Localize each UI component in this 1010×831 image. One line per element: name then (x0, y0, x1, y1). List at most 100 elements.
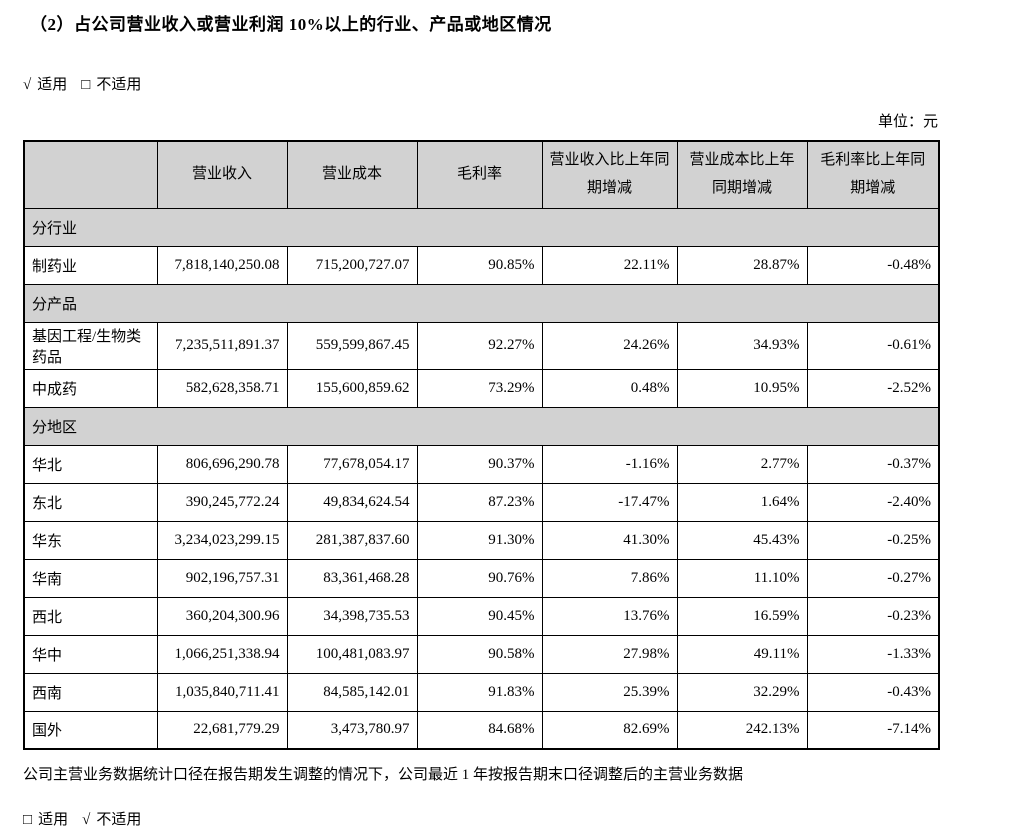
data-cell: -7.14% (806, 710, 940, 750)
data-cell: 87.23% (416, 482, 543, 522)
applicable-label: 适用 (38, 812, 69, 828)
data-cell: 91.30% (416, 520, 543, 560)
table-row: 华中 1,066,251,338.94 100,481,083.97 90.58% 27… (23, 634, 940, 674)
checkmark-icon: √ (23, 77, 32, 93)
data-cell: -2.52% (806, 368, 940, 408)
data-cell: 10.95% (676, 368, 808, 408)
data-cell: 91.83% (416, 672, 543, 712)
data-cell: 806,696,290.78 (156, 444, 288, 484)
section-label: 分行业 (23, 207, 940, 247)
data-cell: 90.85% (416, 245, 543, 285)
data-cell: 7.86% (541, 558, 678, 598)
table-row: 中成药 582,628,358.71 155,600,859.62 73.29% 0.4… (23, 368, 940, 408)
data-cell: 83,361,468.28 (286, 558, 418, 598)
table-row: 华南 902,196,757.31 83,361,468.28 90.76% 7.86%… (23, 558, 940, 598)
segment-table: 营业收入 营业成本 毛利率 营业收入比上年同期增减 营业成本比上年同期增减 毛利率比上年同… (23, 140, 940, 750)
data-cell: 100,481,083.97 (286, 634, 418, 674)
data-cell: 25.39% (541, 672, 678, 712)
data-cell: 16.59% (676, 596, 808, 636)
applicability-bottom: □ 适用 √ 不适用 (23, 808, 990, 829)
row-label: 制药业 (23, 245, 158, 285)
data-cell: 559,599,867.45 (286, 321, 418, 370)
data-cell: 49.11% (676, 634, 808, 674)
header-row: 营业收入 营业成本 毛利率 营业收入比上年同期增减 营业成本比上年同期增减 毛利率比上年同… (23, 140, 940, 209)
data-cell: 92.27% (416, 321, 543, 370)
data-cell: 7,235,511,891.37 (156, 321, 288, 370)
row-label: 东北 (23, 482, 158, 522)
table-row: 国外 22,681,779.29 3,473,780.97 84.68% 82.69% 2… (23, 710, 940, 750)
data-cell: -0.43% (806, 672, 940, 712)
not-applicable-label: 不适用 (96, 812, 142, 828)
checkbox-icon: □ (81, 77, 91, 93)
row-label: 华东 (23, 520, 158, 560)
data-cell: -17.47% (541, 482, 678, 522)
data-cell: 73.29% (416, 368, 543, 408)
data-cell: 28.87% (676, 245, 808, 285)
section-label: 分产品 (23, 283, 940, 323)
table-row: 东北 390,245,772.24 49,834,624.54 87.23% -17.4… (23, 482, 940, 522)
data-cell: -0.37% (806, 444, 940, 484)
data-cell: 1,066,251,338.94 (156, 634, 288, 674)
column-header: 营业成本比上年同期增减 (676, 140, 808, 209)
row-label: 中成药 (23, 368, 158, 408)
data-cell: 13.76% (541, 596, 678, 636)
column-header: 营业成本 (286, 140, 418, 209)
checkbox-icon: □ (23, 812, 33, 828)
data-cell: 3,473,780.97 (286, 710, 418, 750)
data-cell: 1.64% (676, 482, 808, 522)
section-row: 分产品 (23, 283, 940, 323)
section-row: 分行业 (23, 207, 940, 247)
data-cell: -0.23% (806, 596, 940, 636)
column-header: 营业收入 (156, 140, 288, 209)
data-cell: 1,035,840,711.41 (156, 672, 288, 712)
footnote: 公司主营业务数据统计口径在报告期发生调整的情况下，公司最近 1 年按报告期末口径… (23, 767, 744, 783)
table-row: 西北 360,204,300.96 34,398,735.53 90.45% 13.76… (23, 596, 940, 636)
table-body: 分行业 制药业 7,818,140,250.08 715,200,727.07 90.8… (23, 207, 940, 750)
data-cell: 24.26% (541, 321, 678, 370)
data-cell: -0.61% (806, 321, 940, 370)
applicability-top: √ 适用 □ 不适用 (23, 73, 990, 94)
data-cell: 902,196,757.31 (156, 558, 288, 598)
data-cell: 390,245,772.24 (156, 482, 288, 522)
data-cell: -0.27% (806, 558, 940, 598)
data-cell: 22,681,779.29 (156, 710, 288, 750)
data-cell: -0.48% (806, 245, 940, 285)
data-cell: 7,818,140,250.08 (156, 245, 288, 285)
data-cell: 41.30% (541, 520, 678, 560)
row-label: 华中 (23, 634, 158, 674)
data-cell: -0.25% (806, 520, 940, 560)
data-cell: 242.13% (676, 710, 808, 750)
data-cell: 11.10% (676, 558, 808, 598)
data-cell: 3,234,023,299.15 (156, 520, 288, 560)
row-label: 国外 (23, 710, 158, 750)
data-cell: 281,387,837.60 (286, 520, 418, 560)
data-cell: 32.29% (676, 672, 808, 712)
table-row: 基因工程/生物类药品 7,235,511,891.37 559,599,867.45… (23, 321, 940, 370)
column-header: 毛利率比上年同期增减 (806, 140, 940, 209)
data-cell: 34.93% (676, 321, 808, 370)
not-applicable-label: 不适用 (96, 77, 142, 93)
data-cell: 22.11% (541, 245, 678, 285)
section-row: 分地区 (23, 406, 940, 446)
column-header: 营业收入比上年同期增减 (541, 140, 678, 209)
unit-label: 单位：元 (877, 114, 938, 130)
data-cell: 90.58% (416, 634, 543, 674)
data-cell: 90.45% (416, 596, 543, 636)
applicable-label: 适用 (37, 77, 68, 93)
data-cell: 34,398,735.53 (286, 596, 418, 636)
data-cell: 155,600,859.62 (286, 368, 418, 408)
column-header: 毛利率 (416, 140, 543, 209)
page-title: （2）占公司营业收入或营业利润 10%以上的行业、产品或地区情况 (30, 15, 552, 34)
data-cell: 77,678,054.17 (286, 444, 418, 484)
data-cell: 90.76% (416, 558, 543, 598)
data-cell: 27.98% (541, 634, 678, 674)
section-label: 分地区 (23, 406, 940, 446)
row-label: 西南 (23, 672, 158, 712)
table-row: 西南 1,035,840,711.41 84,585,142.01 91.83% 25.… (23, 672, 940, 712)
data-cell: 84.68% (416, 710, 543, 750)
data-cell: 0.48% (541, 368, 678, 408)
data-cell: 715,200,727.07 (286, 245, 418, 285)
data-cell: 45.43% (676, 520, 808, 560)
data-cell: 49,834,624.54 (286, 482, 418, 522)
corner-cell (23, 140, 158, 209)
